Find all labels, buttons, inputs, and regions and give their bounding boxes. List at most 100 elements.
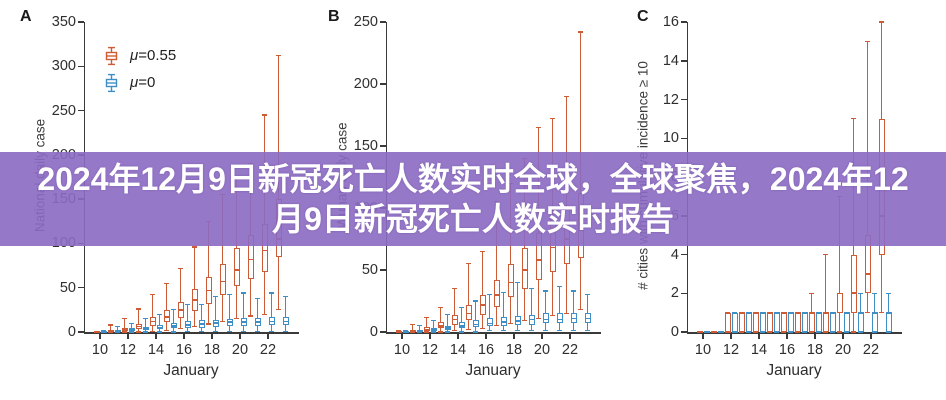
whisker: [284, 296, 287, 332]
whisker-cap: [283, 330, 288, 332]
x-tick: [513, 333, 515, 339]
x-axis: [83, 332, 299, 334]
y-tick: [681, 98, 687, 101]
whisker-cap: [529, 330, 534, 332]
box: [724, 312, 731, 332]
whisker-cap: [164, 329, 169, 331]
box: [885, 312, 892, 332]
whisker-cap: [732, 312, 737, 314]
whisker: [144, 318, 147, 332]
whisker-cap: [578, 309, 583, 311]
median-line: [395, 331, 402, 333]
whisker: [502, 292, 505, 331]
whisker-cap: [206, 323, 211, 325]
whisker: [509, 183, 512, 324]
panel-label: B: [328, 8, 340, 25]
median-line: [752, 311, 759, 314]
whisker: [137, 308, 140, 332]
whisker-cap: [459, 331, 464, 333]
whisker-cap: [858, 292, 863, 294]
legend-label: μ=0: [130, 74, 155, 91]
whisker-cap: [452, 288, 457, 290]
whisker-cap: [262, 114, 267, 116]
y-tick: [380, 145, 386, 147]
x-tick-label: 22: [259, 342, 277, 358]
median-line: [780, 311, 787, 314]
y-tick-label: 0: [670, 324, 679, 340]
y-tick-label: 250: [353, 14, 378, 30]
whisker: [165, 283, 168, 331]
box: [843, 312, 850, 332]
median-line: [100, 331, 107, 333]
box: [794, 312, 801, 332]
whisker: [200, 304, 203, 332]
x-tick: [758, 333, 760, 339]
median-line: [766, 311, 773, 314]
whisker: [453, 288, 456, 331]
whisker-cap: [487, 330, 492, 332]
whisker-cap: [255, 297, 260, 299]
y-tick-label: 0: [67, 324, 76, 340]
whisker-cap: [403, 330, 408, 332]
x-tick-label: 22: [561, 342, 579, 358]
whisker: [425, 317, 428, 332]
x-tick: [239, 333, 241, 339]
legend-value: =0: [138, 74, 156, 91]
whisker-cap: [185, 303, 190, 306]
box: [780, 312, 787, 332]
whisker: [221, 194, 224, 322]
whisker: [516, 282, 519, 331]
whisker-cap: [865, 40, 870, 42]
median-line: [822, 311, 829, 314]
whisker: [186, 304, 189, 332]
x-tick: [99, 333, 101, 339]
whisker-cap: [431, 331, 436, 333]
y-tick: [380, 269, 386, 271]
median-line: [745, 311, 752, 314]
x-tick-label: 14: [147, 342, 165, 358]
whisker-cap: [571, 330, 576, 332]
y-tick-label: 0: [369, 324, 378, 340]
x-tick-label: 14: [750, 342, 768, 358]
whisker-cap: [445, 314, 450, 316]
x-tick: [127, 333, 129, 339]
x-axis: [686, 332, 902, 334]
median-line: [710, 331, 717, 333]
whisker-cap: [213, 295, 218, 298]
whisker-cap: [879, 312, 884, 314]
box: [801, 312, 808, 332]
median-line: [191, 299, 198, 301]
whisker-cap: [262, 313, 267, 315]
x-tick: [842, 333, 844, 339]
median-line: [233, 269, 240, 271]
whisker: [123, 318, 126, 332]
box: [486, 318, 493, 326]
y-tick-label: 50: [59, 279, 76, 296]
whisker: [256, 298, 259, 332]
whisker-cap: [424, 331, 429, 333]
median-line: [836, 311, 843, 314]
mu-symbol: μ: [130, 74, 139, 91]
y-tick: [380, 83, 386, 85]
y-tick: [681, 292, 687, 294]
whisker-cap: [879, 21, 884, 23]
y-tick: [78, 109, 84, 112]
x-tick: [870, 333, 872, 339]
y-tick-label: 250: [51, 102, 76, 119]
median-line: [437, 325, 444, 327]
median-line: [128, 329, 135, 332]
x-tick: [814, 333, 816, 339]
whisker-cap: [143, 331, 148, 333]
whisker: [481, 251, 484, 329]
median-line: [773, 311, 780, 314]
median-line: [430, 328, 437, 331]
whisker-cap: [129, 322, 134, 324]
whisker-cap: [543, 330, 548, 332]
whisker-cap: [431, 320, 436, 322]
median-line: [549, 246, 556, 249]
whisker-cap: [438, 331, 443, 333]
whisker: [474, 301, 477, 332]
whisker-cap: [438, 306, 443, 308]
y-tick: [78, 21, 84, 23]
x-tick: [569, 333, 571, 339]
